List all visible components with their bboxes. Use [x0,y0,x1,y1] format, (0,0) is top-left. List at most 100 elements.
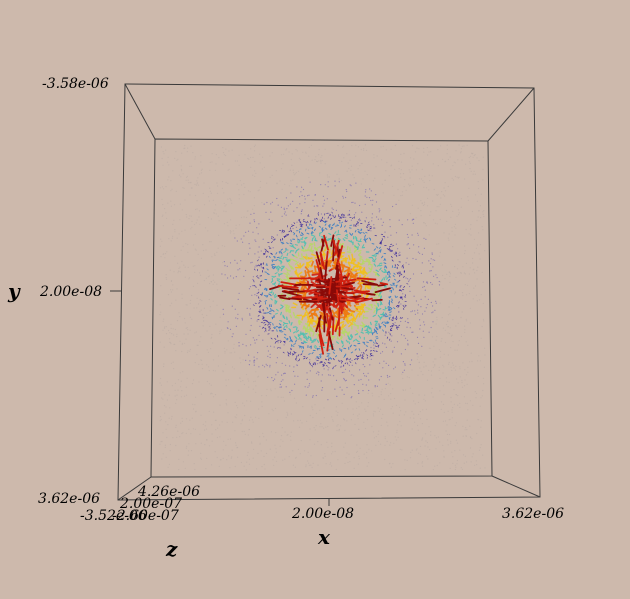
field-dot [430,434,432,436]
core-glyph [354,297,365,301]
field-dot [285,148,288,150]
field-dot [309,181,311,183]
vector-glyph [302,255,308,260]
field-dot [472,257,474,260]
field-dot [334,180,336,182]
vector-glyph [308,223,311,226]
field-dot [189,350,191,352]
field-dot [388,331,390,333]
field-dot [386,421,388,423]
vector-glyph [303,357,306,360]
field-dot [249,191,251,193]
vector-glyph [389,325,392,328]
vector-glyph [299,228,302,231]
field-dot [472,152,474,154]
field-dot [423,147,425,149]
field-dot [417,163,419,165]
field-dot [187,350,189,352]
field-dot [453,389,455,391]
field-dot [217,365,219,367]
field-dot [377,218,379,220]
field-dot [343,379,345,381]
field-dot [210,192,212,194]
vector-glyph [373,309,376,314]
vector-glyph [271,266,274,270]
field-dot [340,179,343,182]
field-dot [350,185,352,187]
vector-glyph [357,355,360,358]
vector-glyph [270,280,274,283]
vector-glyph [369,226,372,228]
field-dot [483,366,485,368]
field-dot [255,416,257,418]
field-dot [254,144,256,146]
field-dot [167,294,170,296]
field-dot [249,329,251,331]
field-dot [209,282,211,285]
field-dot [379,209,381,211]
field-dot [393,252,395,254]
field-dot [237,298,239,300]
field-dot [162,329,164,331]
field-dot [230,200,232,202]
field-dot [385,149,387,151]
vector-glyph [278,266,280,270]
vector-glyph [271,259,274,263]
field-dot [470,155,472,157]
field-dot [393,346,395,348]
vector-glyph [398,324,401,327]
field-dot [242,359,244,361]
vector-glyph [288,320,291,324]
field-dot [321,159,323,162]
field-dot [440,408,442,410]
field-dot [419,418,422,420]
field-dot [178,233,180,235]
field-dot [217,355,220,357]
core-glyph [345,291,357,295]
field-dot [409,184,411,186]
field-dot [423,186,425,188]
field-dot [245,345,247,347]
vector-glyph [269,293,272,297]
field-dot [304,195,306,197]
field-dot [364,170,366,172]
field-dot [248,386,250,388]
field-dot [341,160,343,162]
field-dot [210,281,212,283]
field-dot [309,439,311,441]
field-dot [233,343,235,345]
vector-glyph [274,281,276,285]
z-tick-label-2: 2.00e-07 [119,496,182,512]
field-dot [361,211,363,213]
vector-glyph [296,329,299,333]
vector-glyph [345,339,349,343]
vector-glyph [388,247,391,250]
vector-glyph [281,230,284,233]
field-dot [289,365,291,367]
field-dot [284,431,286,433]
field-dot [370,190,372,192]
field-dot [454,293,456,295]
vector-glyph [348,341,351,345]
field-dot [444,160,447,162]
field-dot [328,374,330,376]
field-dot [194,468,196,471]
field-dot [478,210,480,212]
field-dot [195,396,197,398]
field-dot [443,366,445,368]
vector-glyph [287,351,289,354]
field-dot [417,309,419,311]
field-dot [168,338,171,340]
vector-glyph [366,284,372,288]
field-dot [364,191,367,193]
field-dot [181,342,183,344]
field-dot [428,260,430,262]
field-dot [244,433,246,435]
field-dot [421,202,423,205]
field-dot [445,430,447,432]
core-glyph [371,298,383,302]
vector-glyph [387,321,390,324]
field-dot [371,425,373,428]
field-dot [431,252,433,254]
